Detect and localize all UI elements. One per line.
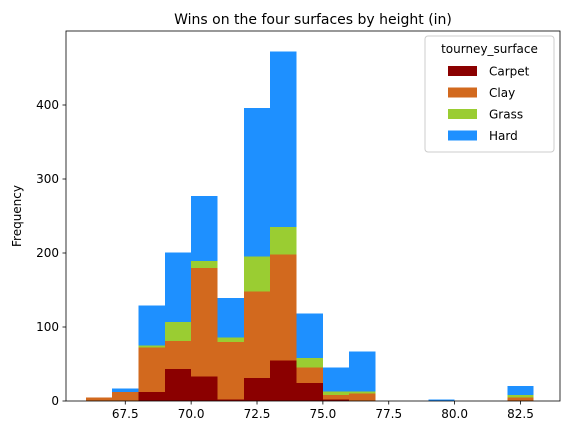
y-tick-label: 0 [51, 394, 59, 408]
bar-hard-bin-3 [164, 252, 192, 322]
bar-hard-bin-4 [191, 196, 218, 262]
bar-clay-bin-1 [112, 392, 139, 401]
bar-grass-bin-7 [270, 227, 297, 255]
y-tick-label: 300 [36, 172, 59, 186]
bar-hard-bin-6 [243, 107, 271, 257]
legend: tourney_surface Carpet Clay Grass Hard [424, 35, 555, 153]
y-tick-label: 100 [36, 320, 59, 334]
bar-clay-bin-3 [164, 341, 192, 370]
x-tick-label: 75.0 [310, 407, 337, 421]
bar-carpet-bin-6 [243, 378, 271, 401]
bar-hard-bin-7 [270, 51, 297, 228]
bar-grass-bin-5 [217, 337, 244, 342]
bar-hard-bin-16 [507, 386, 534, 396]
x-tick-label: 77.5 [375, 407, 402, 421]
bar-grass-bin-8 [296, 358, 323, 368]
bar-clay-bin-4 [191, 267, 218, 377]
bar-clay-bin-5 [217, 341, 244, 400]
legend-title: tourney_surface [441, 42, 538, 56]
bar-hard-bin-10 [349, 351, 376, 392]
x-tick-label: 82.5 [507, 407, 534, 421]
bar-carpet-bin-9 [322, 399, 350, 401]
legend-swatch-carpet [448, 66, 477, 76]
bar-hard-bin-13 [428, 399, 455, 401]
bar-carpet-bin-8 [296, 383, 323, 401]
bar-clay-bin-10 [349, 393, 376, 401]
x-tick-label: 67.5 [112, 407, 139, 421]
bar-clay-bin-9 [322, 395, 350, 400]
legend-label-hard: Hard [489, 129, 518, 143]
x-tick-label: 80.0 [441, 407, 468, 421]
legend-label-clay: Clay [489, 86, 515, 100]
bar-clay-bin-7 [270, 254, 297, 361]
x-tick-label: 72.5 [244, 407, 271, 421]
bar-grass-bin-16 [507, 395, 534, 398]
bar-clay-bin-6 [243, 291, 271, 379]
bar-hard-bin-1 [112, 388, 139, 393]
bar-grass-bin-3 [164, 321, 192, 342]
bar-clay-bin-16 [507, 397, 534, 401]
axes-layer: 67.5 70.0 72.5 75.0 77.5 80.0 82.5 0 100 200 300 40… [36, 30, 561, 421]
bars-layer [85, 51, 534, 401]
bar-hard-bin-5 [217, 298, 244, 338]
bar-hard-bin-8 [296, 313, 323, 359]
x-tick-label: 70.0 [178, 407, 205, 421]
y-tick-label: 200 [36, 246, 59, 260]
bar-hard-bin-9 [322, 367, 350, 392]
y-axis-label: Frequency [10, 185, 24, 247]
bar-carpet-bin-7 [270, 360, 297, 401]
bar-hard-bin-2 [138, 305, 165, 346]
bar-grass-bin-4 [191, 261, 218, 268]
y-tick-label: 400 [36, 98, 59, 112]
legend-swatch-grass [448, 109, 477, 119]
plot-frame [65, 30, 561, 402]
bar-grass-bin-6 [243, 256, 271, 292]
bar-clay-bin-8 [296, 367, 323, 384]
bar-carpet-bin-2 [138, 392, 165, 401]
chart-title: Wins on the four surfaces by height (in) [174, 12, 452, 28]
bar-carpet-bin-5 [217, 399, 244, 401]
legend-swatch-clay [448, 87, 477, 98]
bar-grass-bin-2 [138, 345, 165, 348]
legend-box [424, 35, 555, 153]
bar-grass-bin-9 [322, 391, 350, 396]
bar-carpet-bin-4 [191, 376, 218, 401]
legend-label-carpet: Carpet [489, 65, 530, 79]
bar-carpet-bin-3 [164, 369, 192, 401]
legend-label-grass: Grass [489, 108, 523, 122]
bar-clay-bin-0 [85, 397, 113, 401]
bar-clay-bin-2 [138, 347, 165, 393]
legend-swatch-hard [448, 130, 477, 141]
bar-grass-bin-10 [349, 391, 376, 394]
